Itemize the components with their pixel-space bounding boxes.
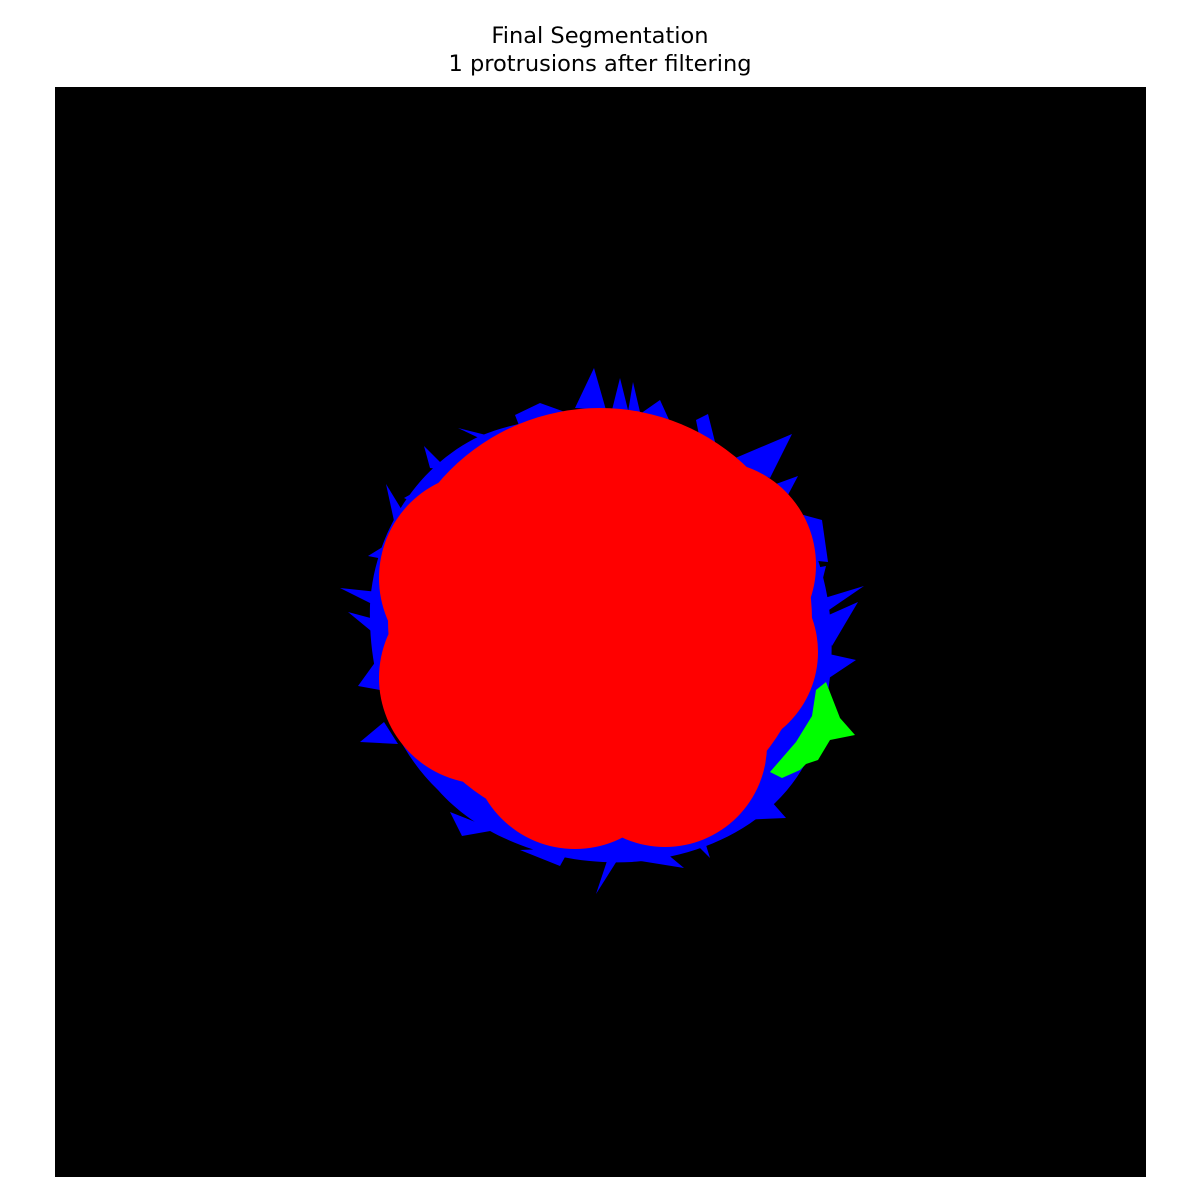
rejected-protrusion-spike	[575, 368, 606, 410]
segmentation-canvas	[55, 87, 1146, 1177]
rejected-protrusion-spike	[348, 612, 382, 640]
kept-protrusion	[770, 682, 855, 778]
rejected-protrusion-spike	[596, 852, 620, 894]
rejected-protrusion-spike	[358, 650, 384, 690]
rejected-protrusion-spike	[340, 588, 380, 608]
rejected-protrusion-spike	[622, 848, 684, 868]
rejected-protrusion-spike	[740, 784, 786, 820]
rejected-protrusion-spike	[818, 586, 864, 612]
rejected-protrusion-spike	[815, 566, 826, 590]
cell-body-lobe	[608, 461, 816, 669]
rejected-protrusion-spike	[822, 602, 858, 646]
rejected-protrusion-spike	[520, 848, 570, 866]
segmentation-image	[55, 87, 1146, 1177]
figure-title: Final Segmentation	[491, 23, 709, 49]
rejected-protrusion-spike	[628, 382, 640, 412]
rejected-protrusion-spike	[612, 378, 628, 410]
cell-body	[379, 408, 818, 849]
figure-subtitle: 1 protrusions after filtering	[448, 51, 752, 77]
rejected-protrusion-spike	[424, 446, 448, 470]
rejected-protrusion-spike	[360, 722, 398, 744]
rejected-protrusion-spike	[404, 478, 440, 506]
rejected-protrusion-spike	[640, 400, 670, 422]
rejected-protrusion-spike	[450, 812, 496, 836]
rejected-protrusion-spike	[820, 652, 856, 680]
figure-title-block: Final Segmentation 1 protrusions after f…	[0, 22, 1200, 78]
